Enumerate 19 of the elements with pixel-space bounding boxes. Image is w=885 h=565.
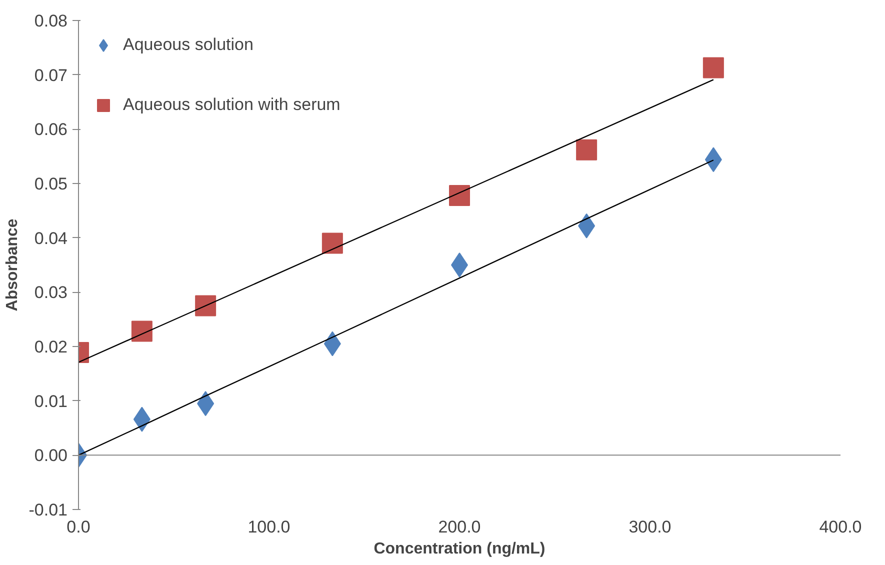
y-tick-label: 0.04 (34, 228, 68, 248)
y-tick-label: 0.03 (34, 283, 68, 302)
y-tick-label: 0.05 (34, 174, 68, 194)
x-tick-label: 200.0 (438, 518, 481, 536)
y-tick-label: 0.07 (34, 66, 68, 85)
legend-label: Aqueous solution (123, 35, 254, 55)
x-tick-label: 400.0 (819, 518, 862, 536)
y-tick-label: 0.02 (34, 338, 68, 356)
x-tick-label: 0.0 (66, 518, 90, 536)
y-tick-label: 0.01 (34, 392, 68, 411)
legend-label: Aqueous solution with serum (123, 95, 340, 115)
y-tick-label: 0.00 (34, 446, 68, 466)
y-tick-label: -0.01 (28, 500, 68, 520)
y-axis-title: Absorbance (4, 218, 21, 312)
x-axis-title: Concentration (ng/mL) (374, 540, 546, 558)
x-tick-label: 100.0 (248, 518, 290, 536)
y-tick-label: 0.06 (34, 120, 68, 140)
y-tick-label: 0.08 (34, 12, 68, 30)
x-tick-label: 300.0 (628, 518, 672, 536)
